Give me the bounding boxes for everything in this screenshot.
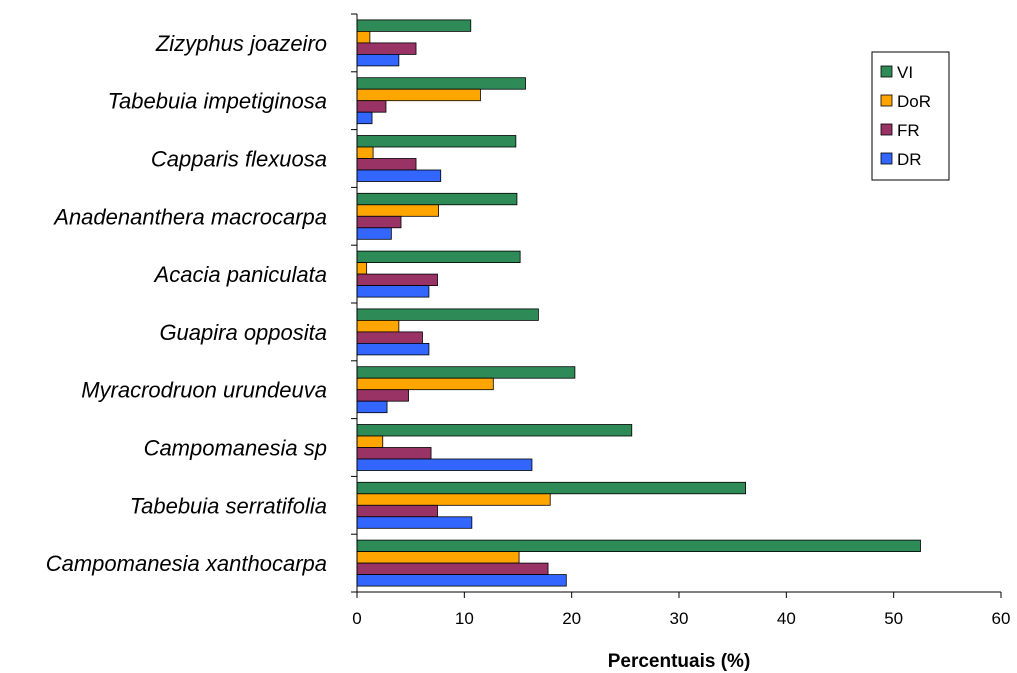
bar-vi-7 [356, 366, 576, 379]
bar-fr-10 [356, 562, 549, 575]
bar-dor-1 [356, 30, 371, 44]
bar-fr-3 [356, 158, 417, 171]
category-label: Tabebuia serratifolia [130, 493, 327, 518]
bar-dr-3 [356, 169, 442, 182]
bar-fr-8 [356, 447, 432, 460]
bar-dr-7 [356, 400, 388, 414]
bar-dor-4 [356, 204, 439, 217]
bar-fr-5 [356, 273, 438, 287]
x-tick-label: 60 [992, 609, 1011, 628]
bar-dor-9 [356, 493, 551, 506]
legend: VI DoR FR DR [871, 51, 950, 181]
bar-fr-2 [356, 100, 387, 113]
legend-swatch-vi [880, 65, 893, 78]
category-label: Acacia paniculata [153, 262, 327, 287]
bar-fr-1 [356, 42, 417, 55]
bar-vi-10 [356, 539, 921, 552]
category-label: Myracrodruon urundeuva [81, 378, 327, 403]
bar-dr-10 [356, 574, 567, 587]
bar-dor-8 [356, 435, 384, 448]
bar-dor-10 [356, 551, 520, 564]
bar-fr-4 [356, 215, 402, 229]
legend-label-dr: DR [897, 150, 922, 169]
legend-label-dor: DoR [897, 92, 931, 111]
category-label: Tabebuia impetiginosa [108, 89, 327, 114]
bar-fr-9 [356, 504, 438, 518]
category-label: Capparis flexuosa [151, 147, 327, 172]
bar-vi-8 [356, 424, 633, 437]
bar-vi-2 [356, 77, 526, 90]
bar-dor-3 [356, 146, 374, 159]
x-tick-label: 20 [562, 609, 581, 628]
x-tick-label: 0 [352, 609, 361, 628]
category-label: Zizyphus joazeiro [155, 31, 327, 56]
bar-dor-6 [356, 319, 400, 333]
bar-dr-1 [356, 54, 400, 67]
bar-vi-4 [356, 192, 518, 206]
x-tick-label: 50 [884, 609, 903, 628]
x-tick-label: 40 [777, 609, 796, 628]
bar-dr-2 [356, 111, 373, 125]
x-axis-title: Percentuais (%) [608, 651, 751, 672]
legend-swatch-dor [880, 94, 893, 107]
legend-label-vi: VI [897, 63, 913, 82]
bar-fr-7 [356, 389, 409, 402]
bar-fr-6 [356, 331, 423, 344]
category-label: Campomanesia sp [144, 436, 327, 461]
bar-vi-6 [356, 308, 539, 321]
x-tick-label: 10 [455, 609, 474, 628]
bar-vi-3 [356, 135, 517, 148]
bar-dor-5 [356, 262, 368, 275]
bar-vi-1 [356, 19, 472, 32]
legend-swatch-fr [880, 123, 893, 136]
category-label: Guapira opposita [159, 320, 327, 345]
bar-dr-9 [356, 516, 473, 529]
category-label: Anadenanthera macrocarpa [52, 204, 327, 229]
legend-label-fr: FR [897, 121, 920, 140]
bar-dr-6 [356, 342, 430, 356]
bar-dr-5 [356, 285, 430, 298]
category-labels: Zizyphus joazeiro Tabebuia impetiginosa Ca… [46, 31, 327, 576]
bar-vi-5 [356, 250, 521, 264]
category-label: Campomanesia xanthocarpa [46, 551, 327, 576]
legend-swatch-dr [880, 152, 893, 165]
bar-dor-2 [356, 88, 481, 102]
bars-group [356, 19, 921, 587]
bar-dr-8 [356, 458, 533, 471]
x-ticks: 0 10 20 30 40 50 60 [352, 592, 1010, 628]
bar-dr-4 [356, 227, 392, 240]
x-tick-label: 30 [670, 609, 689, 628]
bar-dor-7 [356, 377, 494, 391]
bar-vi-9 [356, 481, 746, 495]
